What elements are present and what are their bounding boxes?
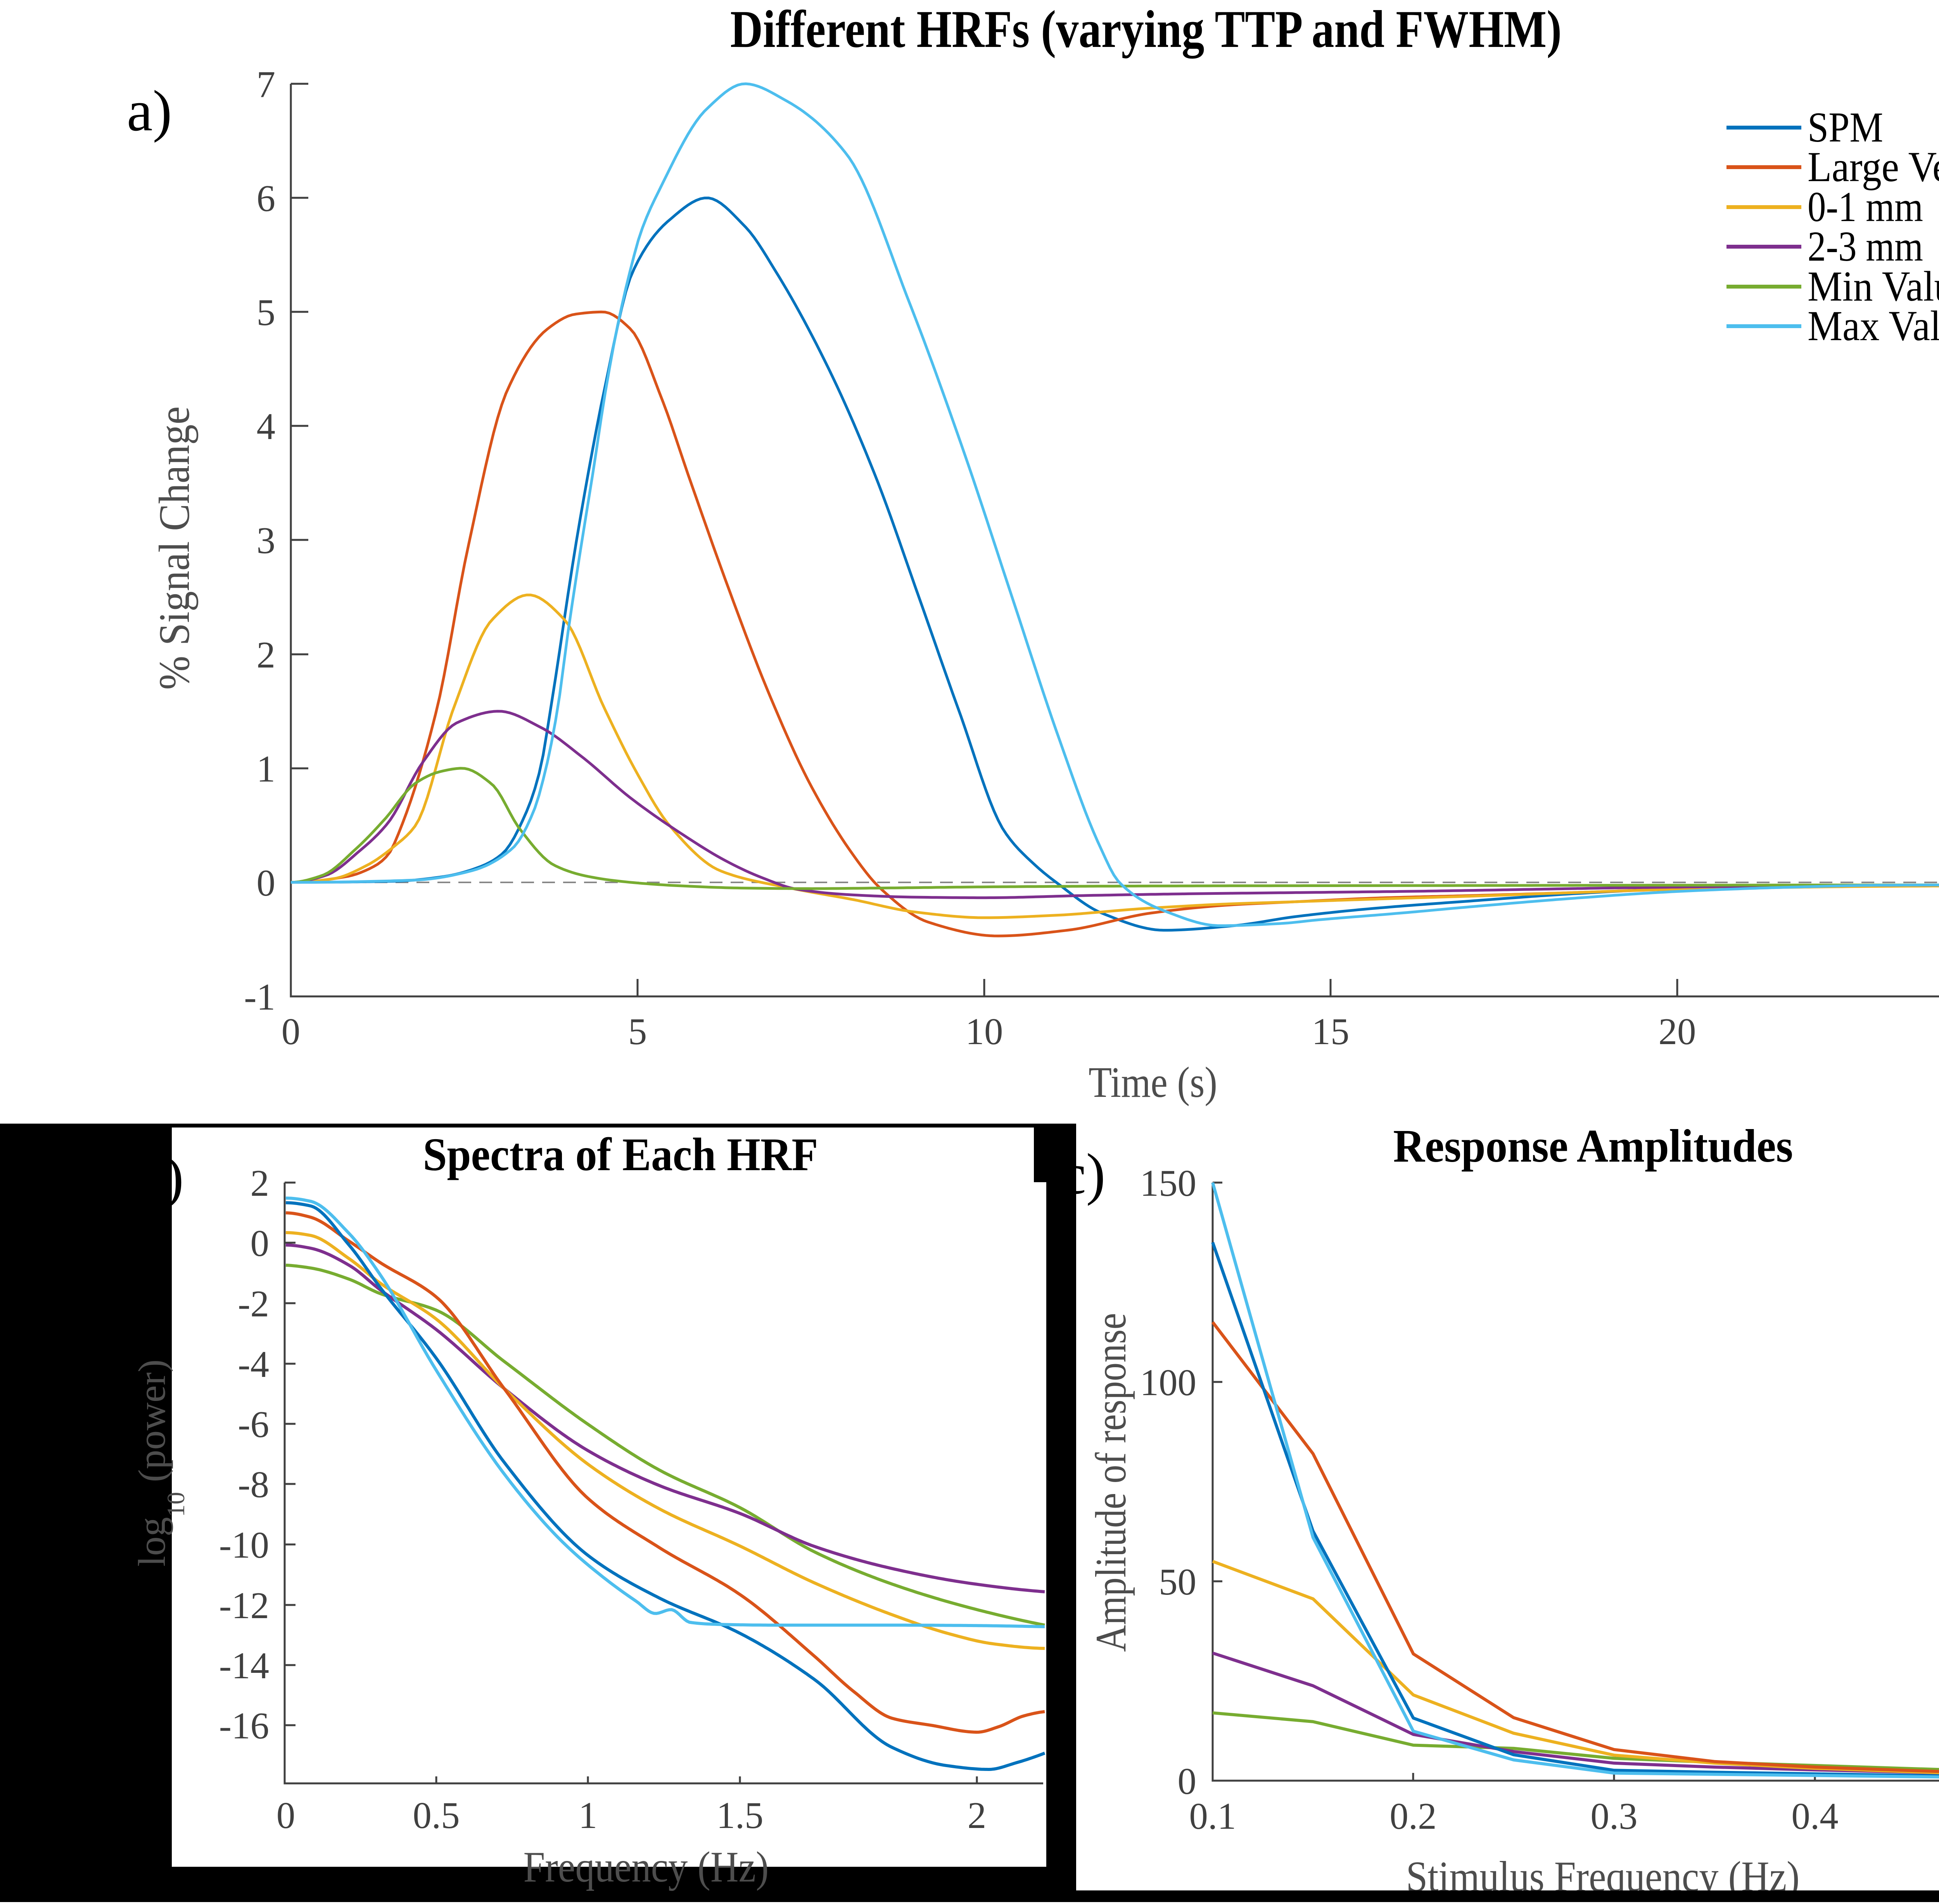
svg-text:5: 5 (628, 1011, 647, 1052)
svg-text:7: 7 (257, 64, 276, 105)
svg-text:Time (s): Time (s) (1089, 1058, 1217, 1107)
svg-text:2-3 mm: 2-3 mm (1808, 223, 1923, 270)
svg-text:0.2: 0.2 (1389, 1795, 1436, 1837)
svg-text:20: 20 (1659, 1011, 1696, 1052)
svg-text:Min Values: Min Values (1808, 263, 1939, 310)
svg-text:10: 10 (966, 1011, 1003, 1052)
svg-text:-1: -1 (244, 976, 275, 1018)
svg-text:Amplitude of response: Amplitude of response (1087, 1313, 1135, 1652)
svg-text:Max Values: Max Values (1808, 302, 1939, 349)
svg-text:0: 0 (1178, 1760, 1197, 1802)
svg-text:150: 150 (1140, 1162, 1197, 1204)
svg-text:-10: -10 (219, 1524, 269, 1566)
svg-text:0: 0 (257, 862, 276, 904)
svg-text:0.5: 0.5 (413, 1795, 460, 1836)
svg-text:0: 0 (277, 1795, 296, 1836)
svg-text:Response Amplitudes: Response Amplitudes (1393, 1120, 1793, 1172)
svg-text:-12: -12 (219, 1585, 269, 1626)
svg-text:2: 2 (251, 1162, 270, 1204)
svg-text:-6: -6 (238, 1404, 269, 1445)
svg-text:1.5: 1.5 (716, 1795, 763, 1836)
svg-text:3: 3 (257, 520, 276, 561)
svg-text:0: 0 (251, 1223, 270, 1264)
svg-text:-8: -8 (238, 1464, 269, 1505)
svg-text:-16: -16 (219, 1705, 269, 1747)
svg-text:Spectra of Each HRF: Spectra of Each HRF (423, 1129, 818, 1181)
svg-text:1: 1 (257, 748, 276, 790)
svg-text:4: 4 (257, 406, 276, 447)
svg-text:0-1 mm: 0-1 mm (1808, 183, 1923, 230)
svg-text:2: 2 (257, 634, 276, 676)
svg-text:15: 15 (1312, 1011, 1350, 1052)
svg-text:0.3: 0.3 (1590, 1795, 1637, 1837)
svg-text:50: 50 (1159, 1561, 1196, 1603)
svg-text:0: 0 (282, 1011, 301, 1052)
svg-text:Large Vessels: Large Vessels (1808, 143, 1939, 190)
svg-text:SPM: SPM (1808, 104, 1883, 151)
svg-text:-14: -14 (219, 1645, 269, 1686)
svg-text:a): a) (127, 79, 172, 143)
svg-text:100: 100 (1140, 1362, 1197, 1403)
svg-text:Frequency (Hz): Frequency (Hz) (524, 1843, 769, 1891)
svg-text:% Signal Change: % Signal Change (150, 406, 199, 690)
svg-text:6: 6 (257, 178, 276, 219)
svg-text:Different HRFs (varying TTP an: Different HRFs (varying TTP and FWHM) (730, 0, 1562, 59)
svg-text:-4: -4 (238, 1344, 269, 1385)
svg-text:5: 5 (257, 292, 276, 333)
svg-text:-2: -2 (238, 1283, 269, 1325)
svg-text:0.1: 0.1 (1189, 1795, 1236, 1837)
svg-text:2: 2 (968, 1795, 987, 1836)
svg-text:0.4: 0.4 (1791, 1795, 1838, 1837)
svg-text:1: 1 (579, 1795, 598, 1836)
